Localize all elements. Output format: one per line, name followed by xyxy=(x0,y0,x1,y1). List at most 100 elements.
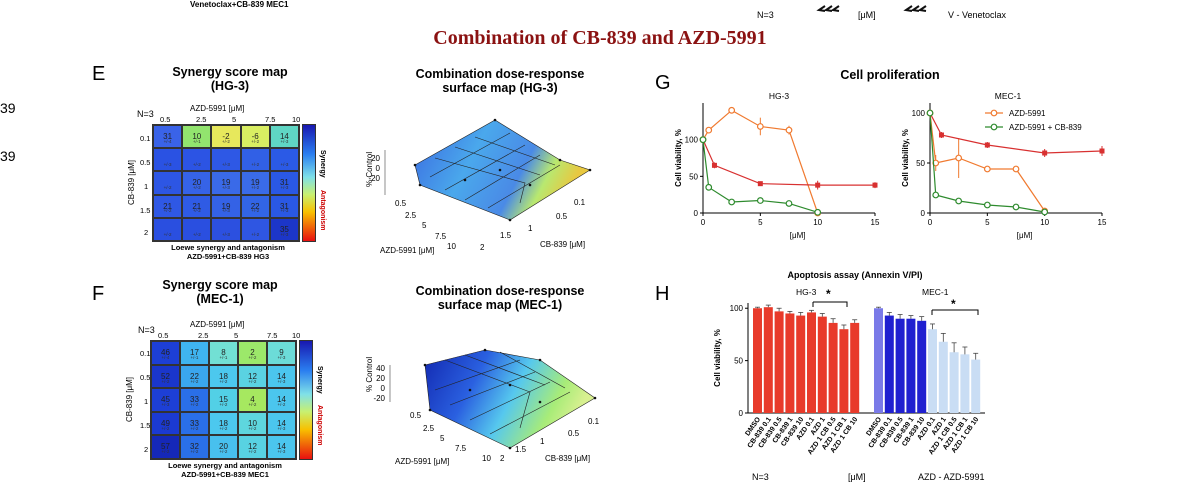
y-tick-label: 100 xyxy=(730,304,744,313)
heatmap-cell: 10 +/-2 xyxy=(238,411,267,436)
heatmap-cell: 52 +/-2 xyxy=(151,364,180,389)
data-point xyxy=(983,165,991,173)
synergy-error: +/-2 xyxy=(161,425,170,431)
group-label-hg3: HG-3 xyxy=(796,287,817,297)
heat-n: N=3 xyxy=(137,109,154,119)
synergy-score: 15 xyxy=(219,395,228,405)
synergy-score: 14 xyxy=(277,442,286,452)
heatmap-cell: +/-3 xyxy=(211,148,241,172)
synergy-score: 17 xyxy=(190,348,199,358)
sx-tick: 2.5 xyxy=(405,211,417,220)
synergy-error: +/-3 xyxy=(222,208,230,214)
x-tick: 2.5 xyxy=(198,331,209,340)
y-axis-label: Cell viability, % xyxy=(674,129,683,187)
bar xyxy=(817,316,827,413)
synergy-score: 45 xyxy=(161,395,170,405)
top-arrow-fragments xyxy=(816,5,927,12)
synergy-error: +/-2 xyxy=(219,402,228,408)
synergy-score: 18 xyxy=(219,418,228,428)
data-point xyxy=(955,154,963,162)
synergy-error: +/-3 xyxy=(222,161,230,167)
heatmap-cell: 9 +/-3 xyxy=(267,341,296,365)
synergy-score: 32 xyxy=(190,442,199,452)
surface-y-label: CB-839 [μM] xyxy=(545,454,590,463)
sy-tick: 1 xyxy=(528,224,533,233)
heat-y-axis-label: CB-839 [μM] xyxy=(125,376,135,423)
x-tick: 7.5 xyxy=(265,115,276,124)
z-tick: -20 xyxy=(373,394,385,403)
sy-tick: 0.5 xyxy=(568,429,580,438)
panel-h-label: H xyxy=(655,283,670,305)
synergy-score: 18 xyxy=(219,371,228,381)
legend-label: AZD-5991 xyxy=(1009,109,1046,118)
heatmap-cell: 46 +/-4 xyxy=(151,341,180,365)
bar xyxy=(971,359,981,413)
surface-x-label: AZD-5991 [μM] xyxy=(395,457,449,466)
synergy-score: 4 xyxy=(250,395,255,405)
surface-title-1: Combination dose-response xyxy=(415,67,585,81)
synergy-error: +/-2 xyxy=(251,185,260,191)
bar xyxy=(917,320,927,413)
synergy-error: +/-2 xyxy=(248,402,257,408)
synergy-score: 31 xyxy=(163,131,173,141)
data-point xyxy=(815,182,821,188)
synergy-error: +/-2 xyxy=(219,378,228,384)
sx-tick: 10 xyxy=(482,454,491,463)
surface-grid xyxy=(429,132,561,209)
heat-y-axis: CB-839 [μM] 0.1 0.5 1 1.5 2 xyxy=(120,343,150,463)
colorbar-synergy-label: Synergy xyxy=(319,150,326,178)
data-point xyxy=(1012,203,1020,211)
significance-bracket xyxy=(931,309,979,315)
synergy-error: +/-3 xyxy=(277,425,286,431)
synergy-score: 10 xyxy=(248,418,257,428)
synergy-error: +/-2 xyxy=(190,402,199,408)
synergy-score: 33 xyxy=(190,395,199,405)
synergy-error: +/-3 xyxy=(277,378,286,384)
synergy-error: +/-2 xyxy=(192,185,201,191)
synergy-error: +/-2 xyxy=(161,449,170,455)
heat-footer-2: AZD-5991+CB-839 MEC1 xyxy=(181,470,269,479)
data-point xyxy=(728,198,736,206)
heatmap-cell: 14 +/-3 xyxy=(267,411,296,436)
heatmap-cell: 45 +/-3 xyxy=(151,388,180,412)
synergy-score: 21 xyxy=(192,201,202,211)
synergy-score: 14 xyxy=(279,131,289,141)
left-fragment-2: 39 xyxy=(0,148,16,164)
synergy-error: +/-2 xyxy=(222,138,230,144)
series-line xyxy=(929,112,1103,154)
series-line xyxy=(929,112,1045,213)
series-line xyxy=(929,112,1046,212)
heatmap-cell: 21 +/-2 xyxy=(153,194,183,218)
synergy-score: 57 xyxy=(161,442,170,452)
bar xyxy=(928,329,937,413)
synergy-error: +/-2 xyxy=(277,402,286,408)
x-tick: 2.5 xyxy=(196,115,207,124)
legend-label: AZD-5991 + CB-839 xyxy=(1009,123,1082,132)
data-point xyxy=(955,197,963,205)
heat-x-axis-label: AZD-5991 [μM] xyxy=(190,320,245,329)
panel-f-heat-title: Synergy score map (MEC-1) xyxy=(140,278,300,306)
azd-abbrev-note: AZD - AZD-5991 xyxy=(918,472,985,482)
bar xyxy=(763,307,773,413)
z-tick: -20 xyxy=(368,174,380,183)
synergy-score: 52 xyxy=(161,371,170,381)
heatmap-cell: +/-3 xyxy=(211,217,241,241)
synergy-error: +/-2 xyxy=(192,161,201,167)
x-tick: 0.5 xyxy=(160,115,171,124)
n-label: N=3 xyxy=(752,472,769,482)
z-axis-label: % Control xyxy=(365,152,374,187)
heatmap-cell: 31 +/-3 xyxy=(269,171,299,195)
y-axis-label: Cell viability, % xyxy=(901,129,910,187)
synergy-score: -2 xyxy=(222,131,230,141)
line-chart-1: 0 5 10 15 0 50 100 HG-3 [μM] Cell viability, % xyxy=(674,91,880,240)
heatmap-cell: +/-3 xyxy=(269,148,299,172)
bar xyxy=(949,352,959,413)
sy-tick: 2 xyxy=(480,243,485,252)
heatmap-cell: 31 +/-3 xyxy=(269,194,299,218)
sx-tick: 0.5 xyxy=(410,411,422,420)
synergy-error: +/-2 xyxy=(192,231,201,237)
surface-points xyxy=(423,348,597,450)
heatmap-cell: 19 +/-3 xyxy=(211,171,241,195)
unit-label: [μM] xyxy=(848,472,866,482)
bar xyxy=(906,318,916,413)
